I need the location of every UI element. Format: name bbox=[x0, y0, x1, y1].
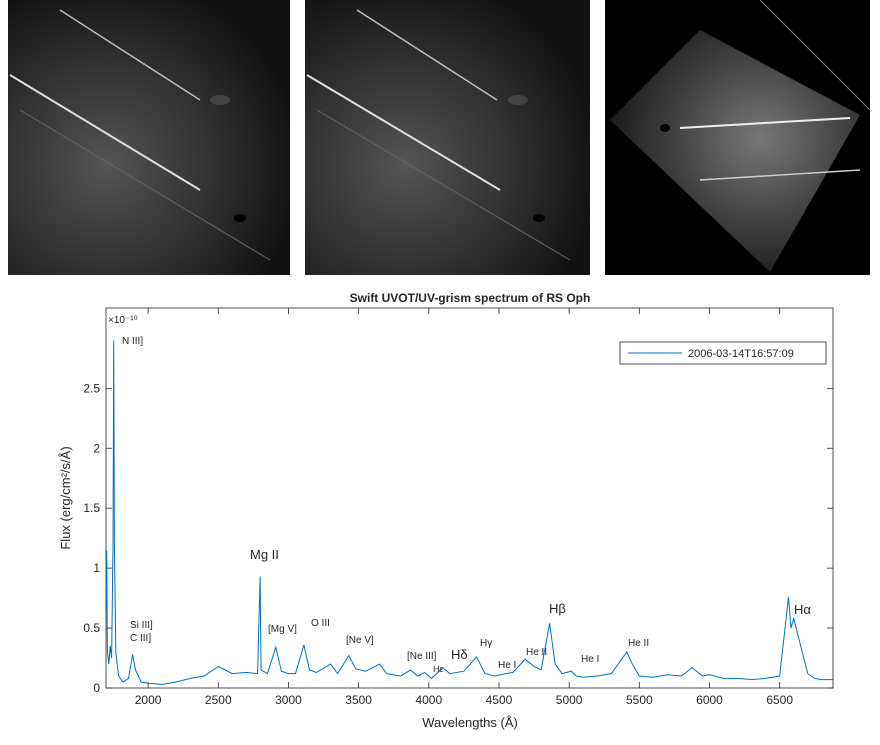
x-axis-label: Wavelengths (Å) bbox=[422, 715, 518, 730]
plot-area bbox=[105, 307, 834, 689]
y-tick-label: 2.5 bbox=[83, 381, 100, 395]
line-annotation: Si III] bbox=[130, 620, 153, 631]
y-tick-label: 1 bbox=[93, 561, 100, 575]
x-tick-label: 2000 bbox=[135, 693, 162, 707]
x-tick-label: 4000 bbox=[415, 693, 442, 707]
line-annotation: Hδ bbox=[451, 647, 468, 662]
x-tick-label: 3500 bbox=[345, 693, 372, 707]
legend-box bbox=[619, 341, 827, 365]
x-tick-label: 6000 bbox=[696, 693, 723, 707]
y-multiplier: ×10⁻¹⁰ bbox=[108, 315, 138, 326]
grism-image-3 bbox=[605, 0, 871, 275]
chart-title: Swift UVOT/UV-grism spectrum of RS Oph bbox=[350, 291, 591, 305]
line-annotation: [Ne V] bbox=[346, 635, 374, 646]
grism-image-1 bbox=[8, 0, 290, 275]
line-annotation: Hγ bbox=[480, 638, 492, 649]
x-tick-label: 5000 bbox=[556, 693, 583, 707]
y-axis-label: Flux (erg/cm²/s/Å) bbox=[58, 446, 73, 549]
line-annotation: He I bbox=[498, 660, 516, 671]
x-tick-label: 4500 bbox=[486, 693, 513, 707]
line-annotation: Hβ bbox=[549, 601, 566, 616]
line-annotation: [Ne III] bbox=[407, 651, 437, 662]
line-annotation: [Mg V] bbox=[268, 624, 297, 635]
line-annotation: N III] bbox=[122, 336, 143, 347]
y-tick-label: 2 bbox=[93, 441, 100, 455]
line-annotation: C III] bbox=[130, 633, 151, 644]
legend-label: 2006-03-14T16:57:09 bbox=[688, 348, 794, 360]
plot-lines bbox=[106, 340, 833, 685]
line-annotation: He II bbox=[526, 647, 547, 658]
line-annotation: Hα bbox=[794, 602, 811, 617]
x-tick-label: 3000 bbox=[275, 693, 302, 707]
x-tick-label: 2500 bbox=[205, 693, 232, 707]
legend: 2006-03-14T16:57:09 bbox=[619, 341, 827, 365]
y-tick-label: 1.5 bbox=[83, 501, 100, 515]
spectrum-line bbox=[106, 340, 833, 685]
line-annotation: He I bbox=[581, 654, 599, 665]
line-annotation: Hε bbox=[433, 664, 444, 674]
x-tick-label: 6500 bbox=[766, 693, 793, 707]
line-annotation: O III bbox=[311, 618, 330, 629]
line-annotation: He II bbox=[628, 638, 649, 649]
y-tick-label: 0.5 bbox=[83, 621, 100, 635]
line-annotation: Mg II bbox=[250, 547, 279, 562]
grism-image-2 bbox=[305, 0, 590, 275]
y-tick-label: 0 bbox=[93, 681, 100, 695]
x-tick-label: 5500 bbox=[626, 693, 653, 707]
